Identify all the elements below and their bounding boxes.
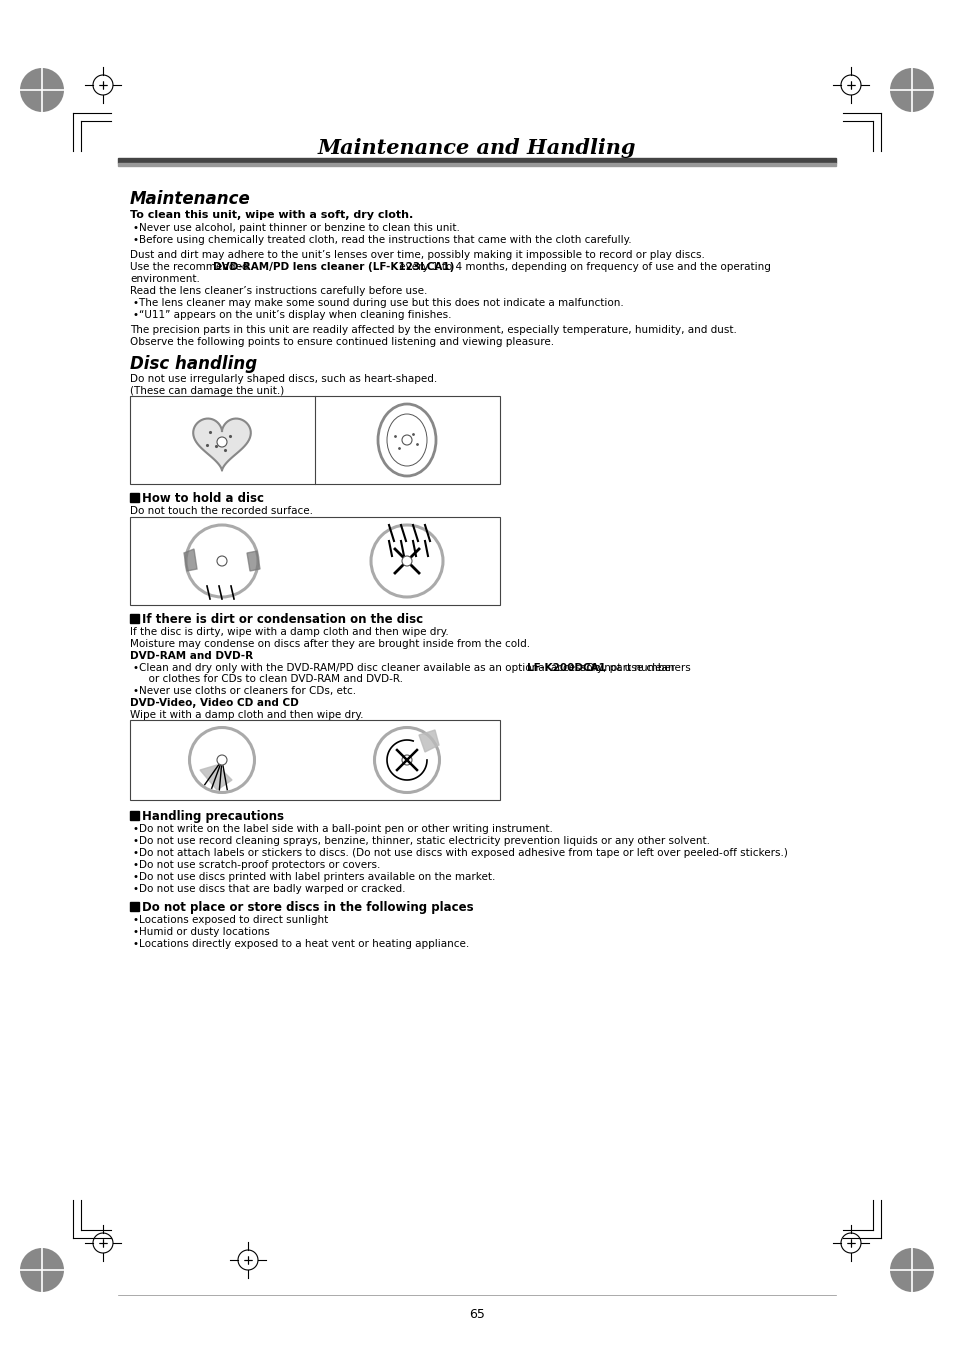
- Bar: [130, 613, 139, 623]
- Bar: [118, 158, 835, 163]
- Circle shape: [889, 1248, 933, 1292]
- Polygon shape: [418, 730, 438, 753]
- Polygon shape: [247, 551, 260, 571]
- Text: •Do not attach labels or stickers to discs. (Do not use discs with exposed adhes: •Do not attach labels or stickers to dis…: [132, 848, 787, 858]
- Text: LF-K200DCA1: LF-K200DCA1: [526, 663, 605, 673]
- Text: •Before using chemically treated cloth, read the instructions that came with the: •Before using chemically treated cloth, …: [132, 235, 631, 245]
- Text: Do not use irregularly shaped discs, such as heart-shaped.: Do not use irregularly shaped discs, suc…: [130, 374, 436, 384]
- Text: How to hold a disc: How to hold a disc: [142, 492, 264, 505]
- Text: •Clean and dry only with the DVD-RAM/PD disc cleaner available as an optional ac: •Clean and dry only with the DVD-RAM/PD …: [132, 663, 678, 673]
- Text: environment.: environment.: [130, 274, 200, 284]
- Circle shape: [216, 436, 227, 447]
- Text: DVD-RAM and DVD-R: DVD-RAM and DVD-R: [130, 651, 253, 661]
- Circle shape: [216, 557, 227, 566]
- Text: Wipe it with a damp cloth and then wipe dry.: Wipe it with a damp cloth and then wipe …: [130, 711, 363, 720]
- Circle shape: [20, 1248, 64, 1292]
- Polygon shape: [193, 419, 251, 470]
- Text: Observe the following points to ensure continued listening and viewing pleasure.: Observe the following points to ensure c…: [130, 336, 554, 347]
- Bar: [130, 811, 139, 820]
- Circle shape: [401, 435, 412, 444]
- Text: •The lens cleaner may make some sound during use but this does not indicate a ma: •The lens cleaner may make some sound du…: [132, 299, 623, 308]
- Text: To clean this unit, wipe with a soft, dry cloth.: To clean this unit, wipe with a soft, dr…: [130, 209, 413, 220]
- Text: If there is dirt or condensation on the disc: If there is dirt or condensation on the …: [142, 613, 423, 626]
- Text: Use the recommended: Use the recommended: [130, 262, 252, 272]
- Text: •Locations directly exposed to a heat vent or heating appliance.: •Locations directly exposed to a heat ve…: [132, 939, 469, 948]
- Bar: [130, 396, 499, 484]
- Text: (These can damage the unit.): (These can damage the unit.): [130, 386, 284, 396]
- Text: Read the lens cleaner’s instructions carefully before use.: Read the lens cleaner’s instructions car…: [130, 286, 427, 296]
- Polygon shape: [200, 765, 232, 790]
- Text: every 1 to 4 months, depending on frequency of use and the operating: every 1 to 4 months, depending on freque…: [395, 262, 770, 272]
- Text: •Do not write on the label side with a ball-point pen or other writing instrumen: •Do not write on the label side with a b…: [132, 824, 553, 834]
- Polygon shape: [184, 549, 196, 571]
- Text: •Locations exposed to direct sunlight: •Locations exposed to direct sunlight: [132, 915, 328, 925]
- Text: •“U11” appears on the unit’s display when cleaning finishes.: •“U11” appears on the unit’s display whe…: [132, 309, 451, 320]
- Text: The precision parts in this unit are readily affected by the environment, especi: The precision parts in this unit are rea…: [130, 326, 736, 335]
- Text: Dust and dirt may adhere to the unit’s lenses over time, possibly making it impo: Dust and dirt may adhere to the unit’s l…: [130, 250, 704, 259]
- Text: DVD-RAM/PD lens cleaner (LF-K123LCA1): DVD-RAM/PD lens cleaner (LF-K123LCA1): [213, 262, 454, 272]
- Text: Handling precautions: Handling precautions: [142, 811, 284, 823]
- Text: •Never use alcohol, paint thinner or benzine to clean this unit.: •Never use alcohol, paint thinner or ben…: [132, 223, 459, 232]
- Bar: [130, 493, 139, 503]
- Text: •Do not use record cleaning sprays, benzine, thinner, static electricity prevent: •Do not use record cleaning sprays, benz…: [132, 836, 709, 846]
- Text: DVD-Video, Video CD and CD: DVD-Video, Video CD and CD: [130, 698, 298, 708]
- Text: •Humid or dusty locations: •Humid or dusty locations: [132, 927, 270, 938]
- Text: •Do not use discs printed with label printers available on the market.: •Do not use discs printed with label pri…: [132, 871, 495, 882]
- Bar: [130, 902, 139, 911]
- Text: or clothes for CDs to clean DVD-RAM and DVD-R.: or clothes for CDs to clean DVD-RAM and …: [142, 674, 402, 684]
- Text: Disc handling: Disc handling: [130, 355, 257, 373]
- Bar: [130, 720, 499, 800]
- Bar: [130, 517, 499, 605]
- Text: •Never use cloths or cleaners for CDs, etc.: •Never use cloths or cleaners for CDs, e…: [132, 686, 355, 696]
- Text: Maintenance: Maintenance: [130, 190, 251, 208]
- Text: Moisture may condense on discs after they are brought inside from the cold.: Moisture may condense on discs after the…: [130, 639, 530, 648]
- Text: •Do not use discs that are badly warped or cracked.: •Do not use discs that are badly warped …: [132, 884, 405, 894]
- Text: If the disc is dirty, wipe with a damp cloth and then wipe dry.: If the disc is dirty, wipe with a damp c…: [130, 627, 448, 638]
- Text: •Do not use scratch-proof protectors or covers.: •Do not use scratch-proof protectors or …: [132, 861, 380, 870]
- Text: 65: 65: [469, 1309, 484, 1321]
- Text: Maintenance and Handling: Maintenance and Handling: [317, 138, 636, 158]
- Circle shape: [889, 68, 933, 112]
- Circle shape: [401, 557, 412, 566]
- Circle shape: [20, 68, 64, 112]
- Circle shape: [401, 755, 412, 765]
- Text: . Do not use cleaners: . Do not use cleaners: [579, 663, 690, 673]
- Bar: [118, 163, 835, 166]
- Text: Do not touch the recorded surface.: Do not touch the recorded surface.: [130, 507, 313, 516]
- Text: Do not place or store discs in the following places: Do not place or store discs in the follo…: [142, 901, 473, 915]
- Circle shape: [216, 755, 227, 765]
